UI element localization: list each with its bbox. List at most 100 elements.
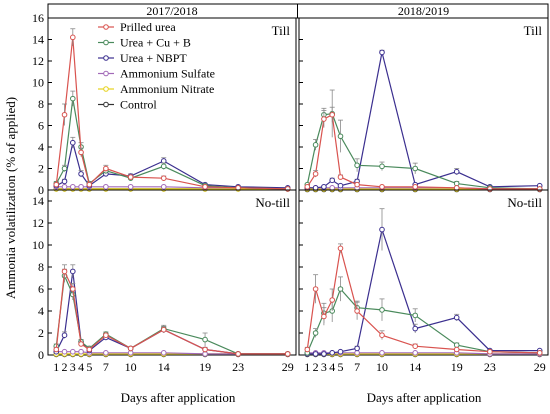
- y-tick-label: 12: [32, 216, 44, 230]
- legend-swatch-marker: [103, 24, 109, 30]
- data-point: [160, 163, 167, 170]
- legend-label: Urea + NBPT: [120, 51, 187, 65]
- x-tick-label: 1: [53, 360, 59, 374]
- data-point: [61, 111, 68, 118]
- legend-swatch-marker: [103, 101, 109, 108]
- data-point: [412, 350, 419, 356]
- y-tick-label: 8: [38, 97, 44, 111]
- x-axis-label-right: Days after application: [367, 390, 482, 405]
- data-point: [86, 181, 93, 188]
- data-point: [487, 186, 493, 192]
- data-point: [61, 268, 68, 275]
- data-point: [70, 268, 76, 275]
- data-point: [202, 183, 208, 190]
- x-tick-label: 4: [78, 360, 84, 374]
- series-line-prilled-urea: [55, 269, 288, 355]
- x-tick-label: 19: [199, 360, 211, 374]
- tillage-label: No-till: [507, 195, 542, 210]
- x-tick-label: 19: [451, 360, 463, 374]
- data-point: [379, 226, 385, 233]
- x-tick-label: 4: [329, 360, 335, 374]
- panel-2018-2019-till: Till: [298, 17, 549, 193]
- data-point: [160, 350, 167, 356]
- data-point: [78, 348, 84, 355]
- y-tick-label: 16: [32, 11, 44, 25]
- y-tick-label: 10: [32, 238, 44, 252]
- x-tick-label: 5: [86, 360, 92, 374]
- year-label: 2017/2018: [146, 4, 197, 18]
- data-point: [329, 177, 336, 184]
- data-point: [337, 245, 344, 252]
- data-point: [453, 185, 460, 191]
- data-point: [312, 171, 319, 177]
- x-tick-label: 3: [70, 360, 76, 374]
- data-point: [412, 165, 419, 172]
- data-point: [312, 351, 319, 357]
- data-point: [127, 174, 134, 180]
- legend-item-ammonium-sulfate: Ammonium Sulfate: [98, 67, 215, 81]
- y-tick-label: 8: [38, 260, 44, 274]
- data-point: [78, 171, 84, 177]
- data-point: [412, 312, 419, 319]
- data-point: [379, 183, 385, 190]
- x-tick-label: 14: [409, 360, 421, 374]
- data-point: [337, 182, 344, 189]
- data-point: [412, 325, 419, 332]
- y-axis-label: Ammonia volatilization (% of applied): [3, 97, 18, 299]
- data-point: [70, 95, 76, 102]
- data-point: [412, 343, 419, 350]
- data-point: [354, 162, 360, 169]
- x-tick-label: 3: [321, 360, 327, 374]
- series-line-prilled-urea: [306, 248, 540, 354]
- data-point: [284, 186, 291, 192]
- y-tick-label: 4: [38, 140, 44, 154]
- data-point: [337, 174, 344, 180]
- series-line-urea-nbpt: [55, 271, 288, 355]
- data-point: [70, 348, 76, 355]
- y-tick-label: 0: [38, 348, 44, 362]
- x-tick-label: 2: [62, 360, 68, 374]
- data-point: [321, 116, 327, 122]
- data-point: [312, 330, 319, 336]
- series-urea-cu-b: [53, 268, 291, 357]
- tillage-label: No-till: [255, 195, 290, 210]
- data-point: [536, 186, 543, 192]
- data-point: [160, 158, 167, 164]
- series-urea-nbpt: [53, 264, 291, 357]
- data-point: [284, 351, 291, 357]
- data-point: [354, 308, 360, 314]
- data-point: [453, 346, 460, 353]
- data-point: [235, 185, 241, 191]
- data-point: [379, 332, 385, 339]
- legend-label: Ammonium Sulfate: [120, 67, 215, 81]
- tillage-label: Till: [272, 23, 291, 38]
- data-point: [202, 336, 208, 343]
- legend-item-prilled-urea: Prilled urea: [98, 20, 176, 34]
- data-point: [61, 178, 68, 185]
- legend-item-control: Control: [98, 98, 157, 112]
- y-tick-label: 6: [38, 282, 44, 296]
- series-urea-nbpt: [304, 208, 543, 357]
- series-prilled-urea: [53, 264, 291, 357]
- data-point: [487, 348, 493, 355]
- y-tick-label: 2: [38, 162, 44, 176]
- series-urea-cu-b: [304, 276, 543, 356]
- data-point: [329, 297, 336, 303]
- data-point: [337, 286, 344, 292]
- data-point: [412, 183, 419, 190]
- data-point: [70, 34, 76, 41]
- series-line-urea-cu-b: [55, 273, 288, 355]
- data-point: [235, 351, 241, 357]
- x-tick-label: 5: [338, 360, 344, 374]
- data-point: [78, 341, 84, 347]
- data-point: [103, 350, 109, 356]
- data-point: [61, 165, 68, 172]
- data-point: [61, 332, 68, 339]
- data-point: [53, 346, 60, 353]
- data-point: [103, 183, 109, 190]
- series-line-urea-cu-b: [306, 287, 540, 354]
- data-point: [329, 350, 336, 356]
